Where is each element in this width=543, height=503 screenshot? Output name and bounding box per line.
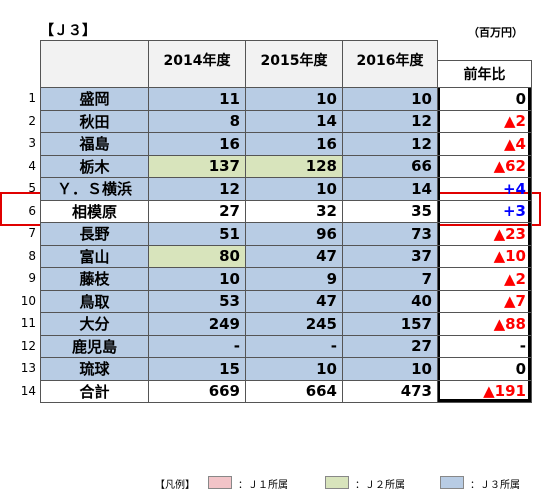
row-number: 6 bbox=[28, 203, 36, 218]
legend-swatch bbox=[208, 476, 232, 489]
value-cell: 47 bbox=[245, 289, 343, 313]
change-cell: ▲191 bbox=[437, 379, 532, 403]
change-cell: ▲2 bbox=[437, 109, 532, 133]
value-cell: 8 bbox=[148, 109, 246, 133]
value-cell: 9 bbox=[245, 267, 343, 291]
value-cell: 10 bbox=[342, 87, 438, 111]
unit: （百万円） bbox=[468, 26, 523, 39]
row-number: 12 bbox=[20, 338, 36, 353]
value-cell: 245 bbox=[245, 312, 343, 336]
row-name: 福島 bbox=[40, 132, 149, 156]
row-name: 藤枝 bbox=[40, 267, 149, 291]
row-number: 1 bbox=[28, 91, 36, 105]
value-cell: 15 bbox=[148, 357, 246, 381]
header-cell: 2015年度 bbox=[245, 40, 343, 88]
value-cell: 669 bbox=[148, 379, 246, 403]
value-cell: 11 bbox=[148, 87, 246, 111]
value-cell: - bbox=[148, 334, 246, 358]
row-name: 鳥取 bbox=[40, 289, 149, 313]
change-cell: ▲88 bbox=[437, 312, 532, 336]
value-cell: 473 bbox=[342, 379, 438, 403]
row-name: 富山 bbox=[40, 244, 149, 268]
value-cell: 128 bbox=[245, 154, 343, 178]
row-number: 13 bbox=[20, 361, 36, 375]
row-name: 大分 bbox=[40, 312, 149, 336]
value-cell: 53 bbox=[148, 289, 246, 313]
value-cell: 35 bbox=[342, 199, 438, 223]
value-cell: 10 bbox=[342, 357, 438, 381]
value-cell: 51 bbox=[148, 222, 246, 246]
change-cell: 0 bbox=[437, 357, 532, 381]
value-cell: 10 bbox=[245, 177, 343, 201]
value-cell: 47 bbox=[245, 244, 343, 268]
change-cell: ▲4 bbox=[437, 132, 532, 156]
value-cell: 12 bbox=[342, 132, 438, 156]
row-number: 10 bbox=[20, 293, 36, 308]
legend-label: ：Ｊ２所属 bbox=[355, 480, 405, 491]
value-cell: 80 bbox=[148, 244, 246, 268]
change-cell: ▲62 bbox=[437, 154, 532, 178]
row-number: 3 bbox=[28, 136, 36, 150]
header-cell: 2016年度 bbox=[342, 40, 438, 88]
row-name: 盛岡 bbox=[40, 87, 149, 111]
row-name: 秋田 bbox=[40, 109, 149, 133]
value-cell: 14 bbox=[245, 109, 343, 133]
value-cell: 73 bbox=[342, 222, 438, 246]
legend-swatch bbox=[440, 476, 464, 489]
value-cell: 16 bbox=[148, 132, 246, 156]
change-cell: ▲10 bbox=[437, 244, 532, 268]
row-number: 14 bbox=[20, 383, 36, 398]
row-number: 5 bbox=[28, 181, 36, 195]
legend-label: ：Ｊ３所属 bbox=[470, 480, 520, 491]
value-cell: 32 bbox=[245, 199, 343, 223]
value-cell: 7 bbox=[342, 267, 438, 291]
value-cell: 249 bbox=[148, 312, 246, 336]
title: 【Ｊ３】 bbox=[40, 23, 96, 39]
value-cell: 40 bbox=[342, 289, 438, 313]
value-cell: 10 bbox=[245, 357, 343, 381]
value-cell: - bbox=[245, 334, 343, 358]
row-name: 鹿児島 bbox=[40, 334, 149, 358]
change-cell: ▲7 bbox=[437, 289, 532, 313]
row-name: 琉球 bbox=[40, 357, 149, 381]
header-cell: 2014年度 bbox=[148, 40, 246, 88]
row-number: 7 bbox=[28, 226, 36, 240]
value-cell: 664 bbox=[245, 379, 343, 403]
change-cell: 0 bbox=[437, 87, 532, 111]
value-cell: 10 bbox=[245, 87, 343, 111]
change-cell: ▲23 bbox=[437, 222, 532, 246]
value-cell: 137 bbox=[148, 154, 246, 178]
row-name: 長野 bbox=[40, 222, 149, 246]
row-number: 11 bbox=[20, 316, 36, 330]
value-cell: 10 bbox=[148, 267, 246, 291]
row-name: 相模原 bbox=[40, 199, 149, 223]
header-cell bbox=[40, 40, 149, 88]
value-cell: 12 bbox=[148, 177, 246, 201]
value-cell: 66 bbox=[342, 154, 438, 178]
value-cell: 16 bbox=[245, 132, 343, 156]
row-name: 栃木 bbox=[40, 154, 149, 178]
change-cell: +3 bbox=[437, 199, 532, 223]
value-cell: 37 bbox=[342, 244, 438, 268]
row-number: 4 bbox=[28, 158, 36, 173]
value-cell: 27 bbox=[148, 199, 246, 223]
value-cell: 96 bbox=[245, 222, 343, 246]
value-cell: 12 bbox=[342, 109, 438, 133]
row-name: 合計 bbox=[40, 379, 149, 403]
value-cell: 27 bbox=[342, 334, 438, 358]
header-cell: 前年比 bbox=[437, 60, 532, 88]
change-cell: ▲2 bbox=[437, 267, 532, 291]
row-number: 8 bbox=[28, 248, 36, 263]
value-cell: 14 bbox=[342, 177, 438, 201]
legend-swatch bbox=[325, 476, 349, 489]
change-cell: - bbox=[437, 334, 532, 358]
row-name: Ｙ．Ｓ横浜 bbox=[40, 177, 149, 201]
value-cell: 157 bbox=[342, 312, 438, 336]
legend-label: ：Ｊ１所属 bbox=[238, 480, 288, 491]
change-cell: +4 bbox=[437, 177, 532, 201]
legend-title: 【凡例】 bbox=[155, 480, 195, 491]
row-number: 2 bbox=[28, 113, 36, 128]
row-number: 9 bbox=[28, 271, 36, 285]
